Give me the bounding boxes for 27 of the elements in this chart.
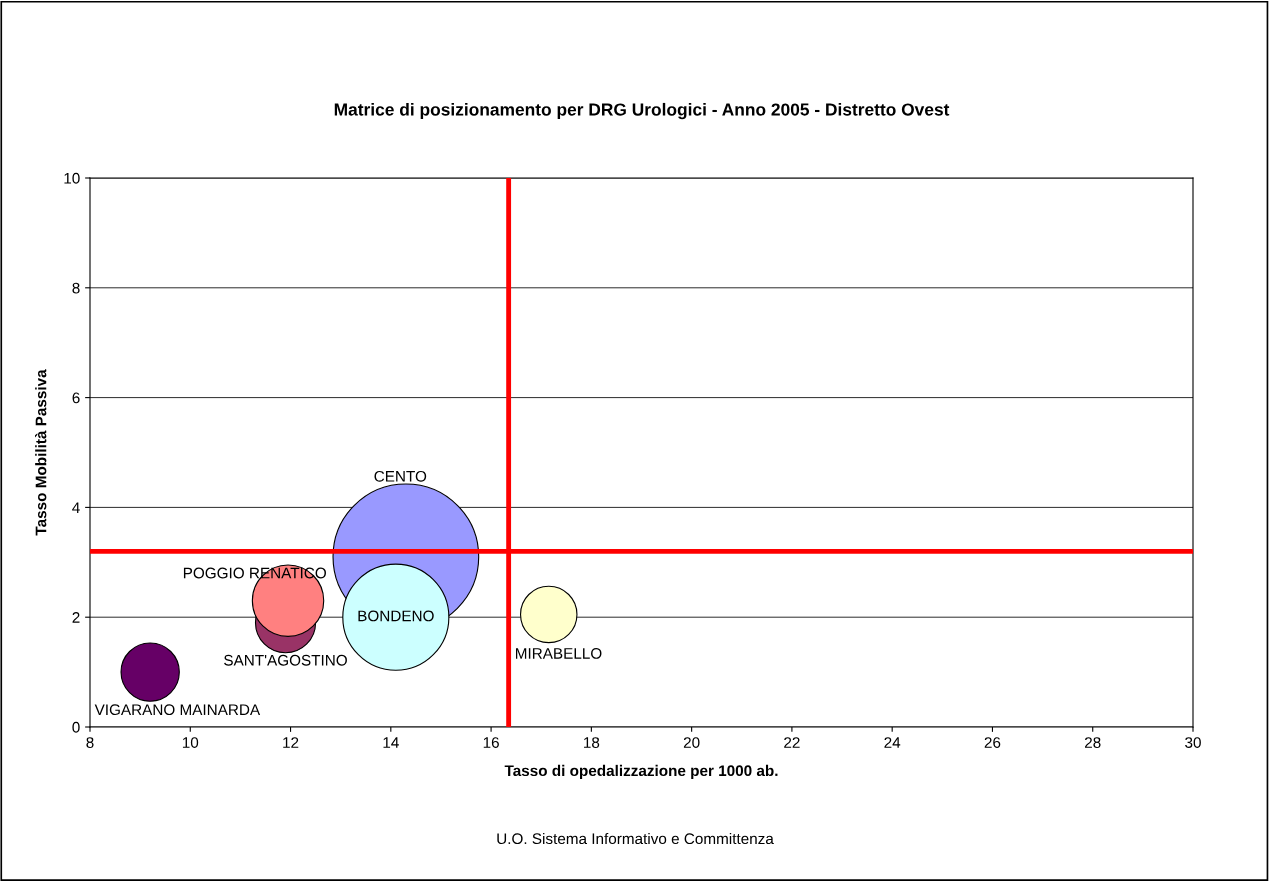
series-label: MIRABELLO — [516, 648, 602, 659]
x-tick-label: 16 — [483, 737, 499, 748]
x-tick-label: 22 — [784, 737, 800, 748]
x-tick-label: 28 — [1085, 737, 1101, 748]
x-tick-label: 18 — [584, 737, 600, 748]
series-label: SANT'AGOSTINO — [224, 654, 347, 666]
x-tick-label: 26 — [984, 737, 1001, 748]
series-label: VIGARANO MAINARDA — [94, 704, 261, 716]
y-axis-title: Tasso Mobilità Passiva — [35, 369, 47, 536]
chart-title: Matrice di posizionamento per DRG Urologici - Anno 2005 - Distretto Ovest — [334, 102, 950, 120]
y-tick-label: 4 — [72, 502, 80, 513]
x-tick-label: 30 — [1185, 737, 1201, 748]
x-tick-label: 10 — [182, 737, 199, 748]
x-tick-label: 8 — [86, 737, 94, 748]
y-tick-label: 0 — [72, 721, 80, 733]
y-tick-label: 8 — [72, 282, 80, 294]
x-tick-label: 24 — [884, 737, 901, 748]
series-label: CENTO — [374, 470, 427, 482]
x-tick-label: 20 — [683, 737, 700, 748]
y-tick-label: 6 — [72, 392, 80, 404]
series-label: BONDENO — [358, 610, 434, 622]
x-tick-label: 12 — [283, 737, 299, 748]
x-axis-title: Tasso di opedalizzazione per 1000 ab. — [504, 764, 778, 780]
x-tick-label: 14 — [383, 737, 399, 748]
y-tick-label: 2 — [72, 612, 80, 623]
y-tick-label: 10 — [64, 172, 80, 184]
text: U.O. Sistema Informativo e Committenza — [497, 832, 774, 845]
